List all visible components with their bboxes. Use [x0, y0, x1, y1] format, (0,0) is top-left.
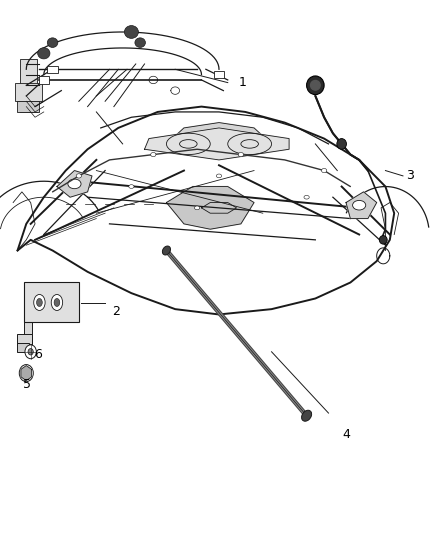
Ellipse shape: [302, 410, 311, 421]
Ellipse shape: [38, 48, 50, 59]
Text: 5: 5: [23, 378, 31, 391]
Text: 2: 2: [112, 305, 120, 318]
Polygon shape: [57, 171, 92, 197]
Ellipse shape: [25, 345, 36, 359]
Ellipse shape: [47, 38, 58, 47]
Ellipse shape: [68, 179, 81, 189]
Ellipse shape: [135, 38, 145, 47]
Bar: [214, 71, 224, 78]
Polygon shape: [166, 187, 254, 229]
Ellipse shape: [51, 294, 63, 310]
Ellipse shape: [162, 246, 170, 255]
Bar: [47, 66, 58, 73]
Polygon shape: [166, 123, 272, 144]
Bar: [17, 101, 39, 112]
Bar: [17, 343, 29, 352]
Polygon shape: [21, 366, 32, 381]
Bar: [20, 59, 37, 112]
Ellipse shape: [124, 26, 138, 38]
Text: 3: 3: [406, 169, 413, 182]
Ellipse shape: [19, 365, 33, 382]
Polygon shape: [145, 128, 289, 160]
Text: 4: 4: [342, 428, 350, 441]
Ellipse shape: [304, 195, 309, 199]
Ellipse shape: [36, 298, 42, 306]
Ellipse shape: [379, 236, 387, 244]
Ellipse shape: [129, 185, 134, 189]
Ellipse shape: [353, 200, 366, 210]
Ellipse shape: [194, 206, 200, 209]
Bar: [24, 321, 32, 344]
Ellipse shape: [34, 294, 45, 310]
Bar: [15, 83, 42, 101]
Ellipse shape: [311, 80, 320, 90]
Bar: [39, 76, 49, 84]
Ellipse shape: [216, 174, 222, 178]
Ellipse shape: [307, 76, 324, 95]
Ellipse shape: [151, 152, 156, 157]
Ellipse shape: [28, 349, 33, 355]
Text: 1: 1: [239, 76, 247, 89]
Bar: [24, 282, 79, 322]
Polygon shape: [346, 192, 377, 219]
Text: 6: 6: [35, 348, 42, 361]
Ellipse shape: [76, 174, 81, 178]
Ellipse shape: [54, 298, 60, 306]
Ellipse shape: [238, 152, 244, 157]
Bar: [17, 334, 32, 344]
Ellipse shape: [321, 168, 327, 173]
Ellipse shape: [337, 139, 346, 149]
